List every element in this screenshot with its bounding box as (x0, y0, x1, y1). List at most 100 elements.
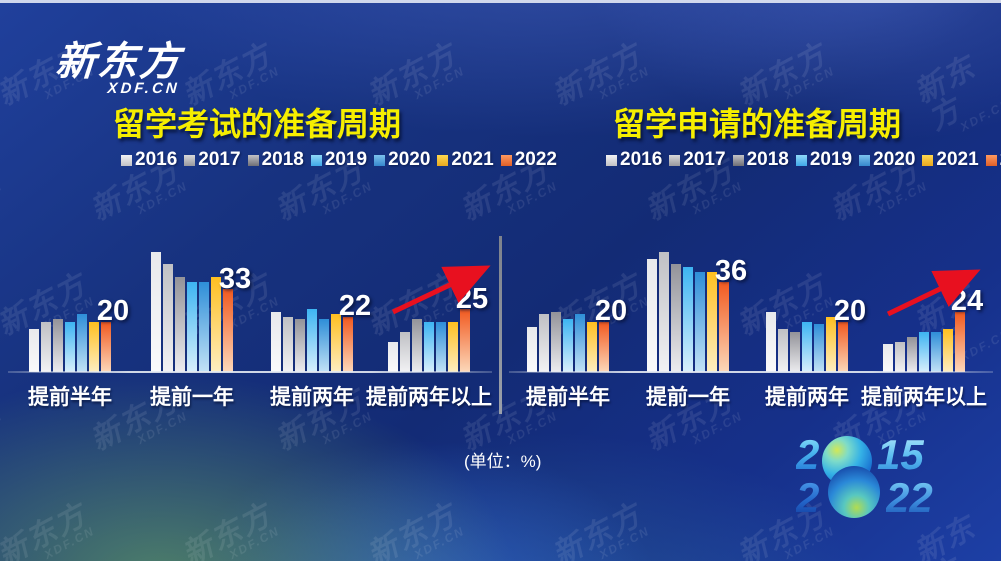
bar-2017 (895, 342, 905, 372)
bar-2022 (719, 282, 729, 372)
bar-2016 (29, 329, 39, 372)
bar-2022 (223, 289, 233, 372)
unit-note: (单位：%) (464, 452, 542, 471)
category-label: 提前两年 (270, 386, 354, 409)
legend-exam-chart: 2016 2017 2018 2019 2020 2021 2022 (121, 149, 564, 171)
legend-swatch-2016 (606, 154, 617, 166)
bar-2017 (778, 329, 788, 372)
bar-2022 (955, 312, 965, 372)
bar-2019 (424, 322, 434, 372)
bar-2017 (400, 332, 410, 372)
value-label-2022: 20 (96, 295, 130, 327)
category-label: 提前半年 (28, 386, 112, 409)
bar-2016 (883, 344, 893, 372)
bar-2021 (211, 277, 221, 372)
x-axis-exam-chart (8, 371, 492, 373)
value-label-2022: 33 (218, 262, 252, 295)
legend-swatch-2017 (184, 154, 196, 166)
bar-2020 (199, 282, 209, 372)
bar-2021 (943, 329, 953, 372)
value-label-2022: 20 (594, 295, 628, 327)
legend-item-2019: 2019 (795, 149, 853, 171)
legend-item-2017: 2017 (184, 149, 241, 171)
category-label: 提前半年 (526, 386, 610, 409)
value-label-2022: 25 (455, 282, 489, 315)
legend-label: 2017 (683, 149, 726, 170)
bar-2021 (707, 272, 717, 372)
value-label-2022: 36 (714, 255, 748, 287)
legend-label: 2016 (135, 149, 178, 170)
bar-2020 (695, 272, 705, 372)
legend-swatch-2018 (247, 154, 259, 166)
value-label-2022: 20 (833, 295, 867, 327)
legend-label: 2020 (873, 149, 916, 170)
bar-2021 (331, 314, 341, 372)
legend-application-chart: 2016 2017 2018 2019 2020 2021 2022 (606, 149, 1001, 171)
bar-2019 (802, 322, 812, 372)
legend-item-2022: 2022 (500, 149, 557, 171)
bar-2020 (77, 314, 87, 372)
bar-group (271, 242, 353, 372)
bar-2022 (101, 322, 111, 372)
bar-2018 (175, 277, 185, 372)
legend-label: 2016 (620, 149, 663, 170)
bar-group (388, 242, 470, 372)
legend-item-2016: 2016 (121, 149, 177, 171)
bar-group (151, 242, 233, 372)
top-edge-highlight (0, 0, 1001, 3)
legend-item-2021: 2021 (922, 149, 979, 171)
brand-logo: 新东方 XDF.CN (53, 40, 183, 97)
legend-item-2016: 2016 (606, 149, 662, 171)
legend-swatch-2019 (310, 154, 322, 166)
bar-2022 (599, 322, 609, 372)
bar-2019 (65, 322, 75, 372)
bar-2022 (460, 309, 470, 372)
x-axis-application-chart (509, 371, 993, 373)
bar-2018 (295, 319, 305, 372)
bar-2021 (448, 322, 458, 372)
bar-group (527, 242, 609, 372)
bar-2022 (838, 322, 848, 372)
bar-2016 (388, 342, 398, 372)
badge-digit-2015-prefix: 2 (796, 431, 820, 478)
legend-label: 2022 (514, 149, 557, 170)
legend-item-2020: 2020 (859, 149, 915, 171)
bar-2021 (826, 317, 836, 372)
bar-2021 (89, 322, 99, 372)
legend-label: 2019 (324, 149, 368, 170)
legend-swatch-2022 (500, 154, 512, 166)
bar-2021 (587, 322, 597, 372)
bar-2016 (766, 312, 776, 372)
bar-2020 (575, 314, 585, 372)
legend-label: 2020 (388, 149, 431, 170)
legend-label: 2017 (198, 149, 241, 170)
chart-title-exam: 留学考试的准备周期 (113, 106, 402, 142)
legend-label: 2021 (936, 149, 979, 170)
bar-group (647, 242, 729, 372)
legend-swatch-2020 (374, 154, 386, 166)
bar-2018 (907, 337, 917, 372)
legend-swatch-2017 (669, 154, 681, 166)
bar-2017 (539, 314, 549, 372)
bar-2016 (647, 259, 657, 372)
bar-2018 (53, 319, 63, 372)
legend-item-2018: 2018 (247, 149, 304, 171)
bar-2018 (551, 312, 561, 372)
bar-2017 (41, 322, 51, 372)
legend-swatch-2021 (437, 154, 449, 166)
legend-item-2018: 2018 (732, 149, 789, 171)
bar-2018 (412, 319, 422, 372)
bar-group (883, 242, 965, 372)
bar-2017 (163, 264, 173, 372)
legend-label: 2019 (809, 149, 853, 170)
bar-2019 (919, 332, 929, 372)
category-label: 提前两年以上 (861, 386, 987, 409)
